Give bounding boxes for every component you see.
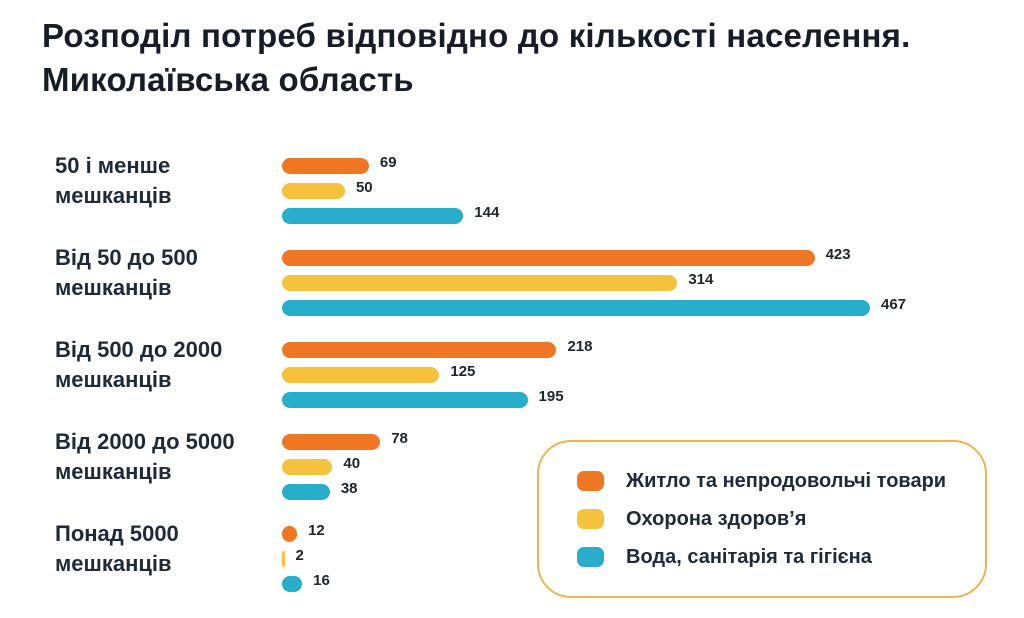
bar-row: 50 [282,179,499,199]
bar-row: 195 [282,388,593,408]
bar [282,342,557,358]
bar-row: 423 [282,246,906,266]
bar-row: 314 [282,271,906,291]
legend-item: Вода, санітарія та гігієна [577,546,985,569]
bar [282,576,303,592]
legend-item: Охорона здоров’я [577,508,985,531]
category-label: Понад 5000 мешканців [55,521,179,576]
category-label: Від 500 до 2000 мешканців [55,337,223,392]
category-group: Від 50 до 500 мешканців 423 314 467 [0,245,1024,316]
bar-group: 78 40 38 [282,430,408,500]
value-label: 40 [343,455,361,472]
value-label: 125 [450,363,476,380]
bar [282,183,345,199]
bar-chart: 50 і менше мешканців 69 50 144 Від 50 до 500 м… [0,153,1024,618]
bar [282,367,440,383]
value-label: 69 [379,154,397,171]
category-label: Від 2000 до 5000 мешканців [55,429,235,484]
bar-row: 69 [282,154,499,174]
value-label: 218 [567,338,593,355]
value-label: 16 [313,572,330,589]
bar-row: 16 [282,572,330,592]
value-label: 423 [825,246,851,263]
value-label: 144 [474,204,500,221]
legend-label: Вода, санітарія та гігієна [626,545,872,568]
category-group: Понад 5000 мешканців 12 2 16 [0,521,1024,592]
bar [282,434,381,450]
category-group: Від 2000 до 5000 мешканців 78 40 38 [0,429,1024,500]
bar-row: 144 [282,204,500,224]
category-label: Від 50 до 500 мешканців [55,245,198,300]
bar [282,158,369,174]
value-label: 38 [340,480,358,497]
category-group: Від 500 до 2000 мешканців 218 125 195 [0,337,1024,408]
bar-row: 38 [282,480,408,500]
value-label: 50 [355,179,373,196]
bar [282,392,528,408]
bar [282,275,678,291]
bar-row: 467 [282,296,907,316]
bar [282,526,298,542]
value-label: 195 [538,388,564,405]
bar [282,459,333,475]
value-label: 12 [308,522,325,539]
bar-group: 423 314 467 [282,246,907,316]
value-label: 467 [881,296,907,313]
value-label: 2 [295,547,304,564]
bar [282,484,330,500]
legend-swatch [577,547,604,567]
bar-row: 40 [282,455,408,475]
bar-row: 218 [282,338,593,358]
bar [282,250,815,266]
value-label: 78 [391,430,408,447]
legend-swatch [577,509,604,529]
bar [282,208,464,224]
bar-row: 2 [282,547,330,567]
bar-group: 12 2 16 [282,522,330,592]
page-title-line2: Миколаївська область [42,60,414,98]
value-label: 314 [688,271,714,288]
page-title-line1: Розподіл потреб відповідно до кількості … [42,17,911,54]
legend-item: Житло та непродовольчі товари [577,470,985,493]
bar-row: 78 [282,430,408,450]
bar-row: 12 [282,522,330,542]
page-title: Розподіл потреб відповідно до кількості … [42,14,910,101]
legend-label: Житло та непродовольчі товари [626,469,947,492]
bar-group: 69 50 144 [282,154,500,224]
legend-swatch [577,471,604,491]
category-label: 50 і менше мешканців [55,153,172,208]
bar-group: 218 125 195 [282,338,593,408]
bar-row: 125 [282,363,593,383]
legend-label: Охорона здоров’я [626,507,807,530]
category-group: 50 і менше мешканців 69 50 144 [0,153,1024,224]
legend: Житло та непродовольчі товари Охорона здо… [537,440,987,598]
bar [282,300,870,316]
bar [282,551,285,567]
